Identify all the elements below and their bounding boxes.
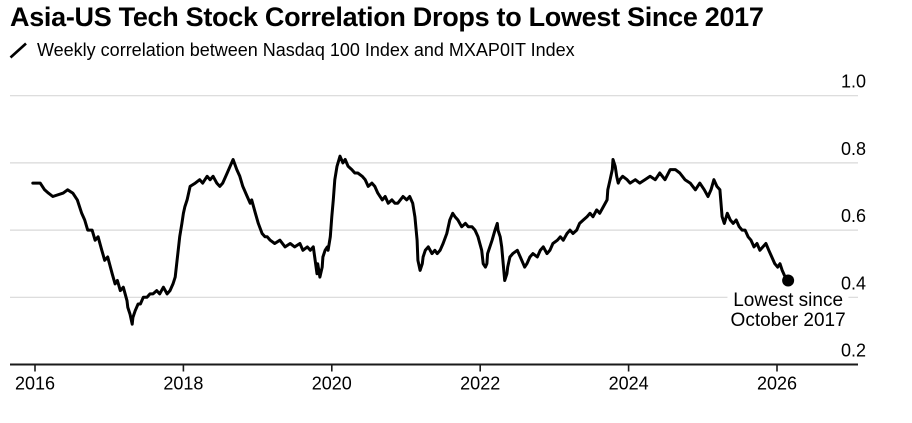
y-tick-label: 0.8 — [841, 139, 866, 159]
x-tick-label: 2018 — [163, 374, 203, 394]
y-tick-label: 0.4 — [841, 273, 866, 293]
y-tick-label: 0.6 — [841, 206, 866, 226]
x-tick-label: 2022 — [460, 374, 500, 394]
line-slash-icon — [9, 42, 27, 59]
x-tick-label: 2024 — [609, 374, 649, 394]
correlation-line — [31, 154, 790, 326]
annotation-line-1: Lowest since — [733, 290, 844, 311]
legend-label: Weekly correlation between Nasdaq 100 In… — [37, 40, 575, 60]
x-tick-label: 2020 — [312, 374, 352, 394]
last-point-marker — [782, 274, 795, 287]
chart-title: Asia-US Tech Stock Correlation Drops to … — [10, 2, 764, 32]
annotation-line-2: October 2017 — [730, 310, 846, 331]
low-point-annotation: Lowest since October 2017 — [727, 290, 849, 331]
y-tick-label: 0.2 — [841, 341, 866, 361]
y-tick-label: 1.0 — [841, 72, 866, 92]
x-tick-label: 2026 — [757, 374, 797, 394]
x-tick-label: 2016 — [15, 374, 55, 394]
legend: Weekly correlation between Nasdaq 100 In… — [9, 40, 575, 61]
